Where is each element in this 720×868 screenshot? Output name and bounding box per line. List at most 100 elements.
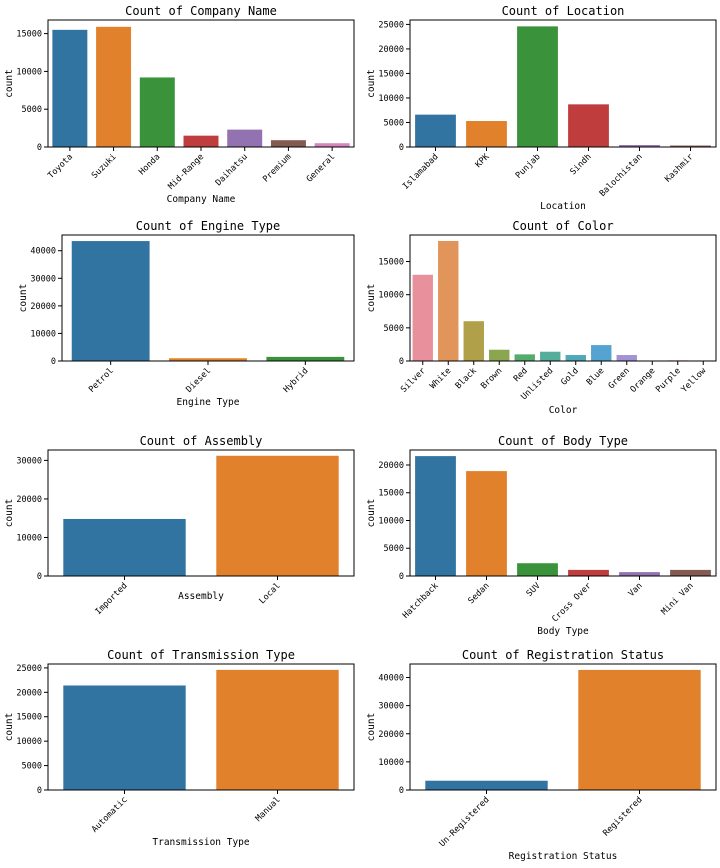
y-tick-label: 15000 <box>16 713 42 723</box>
chart-title: Count of Company Name <box>125 4 277 18</box>
y-tick-label: 25000 <box>378 20 404 30</box>
x-tick-label: Local <box>257 581 282 606</box>
chart-title: Count of Engine Type <box>136 219 281 233</box>
chart-panel-7: 0 5000 10000 15000 20000 25000 Automatic Manual… <box>4 648 355 848</box>
y-axis-label: count <box>4 713 15 742</box>
y-tick-label: 5000 <box>384 544 404 554</box>
x-axis-label: Company Name <box>167 194 236 205</box>
x-tick-label: Honda <box>137 152 162 177</box>
y-tick-label: 10000 <box>378 94 404 104</box>
bar-blue <box>591 345 612 361</box>
x-axis-label: Engine Type <box>177 397 240 408</box>
chart-title: Count of Registration Status <box>462 648 664 662</box>
bar-suv <box>517 563 558 576</box>
bar-hatchback <box>415 456 456 576</box>
y-tick-label: 10000 <box>16 737 42 747</box>
y-axis-label: count <box>366 499 377 528</box>
chart-panel-6: 0 5000 10000 15000 20000 Hatchback Sedan SUV Cro… <box>366 434 717 637</box>
y-axis-label: count <box>366 713 377 742</box>
x-tick-label: Imported <box>94 581 130 617</box>
y-tick-label: 5000 <box>384 324 404 334</box>
bar-suzuki <box>96 26 132 147</box>
y-tick-label: 0 <box>37 143 42 153</box>
axes-frame <box>409 234 717 362</box>
bar-green <box>616 355 637 361</box>
chart-panel-2: 0 5000 10000 15000 20000 25000 Islamabad KPK Pun… <box>366 4 717 212</box>
x-tick-label: Balochistan <box>598 152 645 199</box>
chart-panel-3: 0 10000 20000 30000 40000 Petrol Diesel Hybrid C… <box>18 219 355 408</box>
y-tick-label: 20000 <box>378 461 404 471</box>
y-axis-label: count <box>4 499 15 528</box>
bar-un-registered <box>425 780 548 790</box>
chart-panel-1: 0 5000 10000 15000 Toyota Suzuki Honda Mid-Rang… <box>4 4 355 205</box>
y-axis-label: count <box>18 284 29 313</box>
y-tick-label: 20000 <box>378 730 404 740</box>
y-tick-label: 0 <box>37 572 42 582</box>
y-tick-label: 10000 <box>378 758 404 768</box>
x-tick-label: Hatchback <box>401 581 441 621</box>
x-tick-label: Orange <box>629 366 658 395</box>
x-tick-label: Islamabad <box>401 152 441 192</box>
x-tick-label: Gold <box>559 366 581 388</box>
y-tick-label: 20000 <box>16 688 42 698</box>
y-tick-label: 0 <box>399 572 404 582</box>
bar-registered <box>578 669 701 790</box>
x-tick-label: Registered <box>601 795 644 838</box>
bar-diesel <box>169 358 247 361</box>
y-tick-label: 5000 <box>384 118 404 128</box>
bar-honda <box>139 77 175 147</box>
y-tick-label: 0 <box>399 786 404 796</box>
y-tick-label: 20000 <box>16 495 42 505</box>
y-tick-label: 15000 <box>378 258 404 268</box>
y-tick-label: 30000 <box>30 274 56 284</box>
bar-sindh <box>568 104 609 147</box>
y-tick-label: 10000 <box>30 329 56 339</box>
x-axis-label: Assembly <box>178 591 224 602</box>
chart-title: Count of Transmission Type <box>107 648 295 662</box>
x-axis-label: Transmission Type <box>152 837 250 848</box>
x-tick-label: Daihatsu <box>214 152 250 188</box>
bar-brown <box>489 349 510 361</box>
x-tick-label: Red <box>512 366 530 384</box>
bar-daihatsu <box>227 129 263 147</box>
y-axis-label: count <box>366 284 377 313</box>
x-tick-label: Toyota <box>46 152 75 181</box>
x-tick-label: Black <box>454 366 479 391</box>
bar-gold <box>565 355 586 361</box>
x-tick-label: Mini Van <box>660 581 696 617</box>
y-tick-label: 15000 <box>378 69 404 79</box>
bar-premium <box>270 140 306 147</box>
x-tick-label: Sindh <box>568 152 593 177</box>
axes-frame <box>409 449 717 577</box>
bar-balochistan <box>619 145 660 147</box>
y-tick-label: 40000 <box>30 247 56 257</box>
y-tick-label: 0 <box>399 143 404 153</box>
y-tick-label: 10000 <box>378 291 404 301</box>
bar-sedan <box>466 471 507 576</box>
x-tick-label: Mid-Range <box>166 152 206 192</box>
bar-silver <box>412 274 433 361</box>
bar-general <box>314 143 350 147</box>
x-tick-label: Automatic <box>90 795 130 835</box>
bar-mini-van <box>670 569 711 576</box>
x-tick-label: Purple <box>654 366 683 395</box>
x-axis-label: Registration Status <box>509 851 618 862</box>
bar-white <box>438 240 459 361</box>
y-tick-label: 20000 <box>30 302 56 312</box>
axes-frame <box>47 663 355 791</box>
bar-cross-over <box>568 569 609 576</box>
y-tick-label: 10000 <box>16 533 42 543</box>
chart-panel-5: 0 10000 20000 30000 Imported Local Count of As… <box>4 434 355 617</box>
y-tick-label: 20000 <box>378 45 404 55</box>
bar-imported <box>63 518 186 576</box>
chart-panel-8: 0 10000 20000 30000 40000 Un-Registered Regist… <box>366 648 717 862</box>
axes-frame <box>47 449 355 577</box>
y-tick-label: 0 <box>399 357 404 367</box>
chart-title: Count of Color <box>512 219 613 233</box>
y-tick-label: 30000 <box>16 456 42 466</box>
x-tick-label: Premium <box>261 152 293 184</box>
axes-frame <box>47 19 355 148</box>
bar-unlisted <box>540 351 561 361</box>
